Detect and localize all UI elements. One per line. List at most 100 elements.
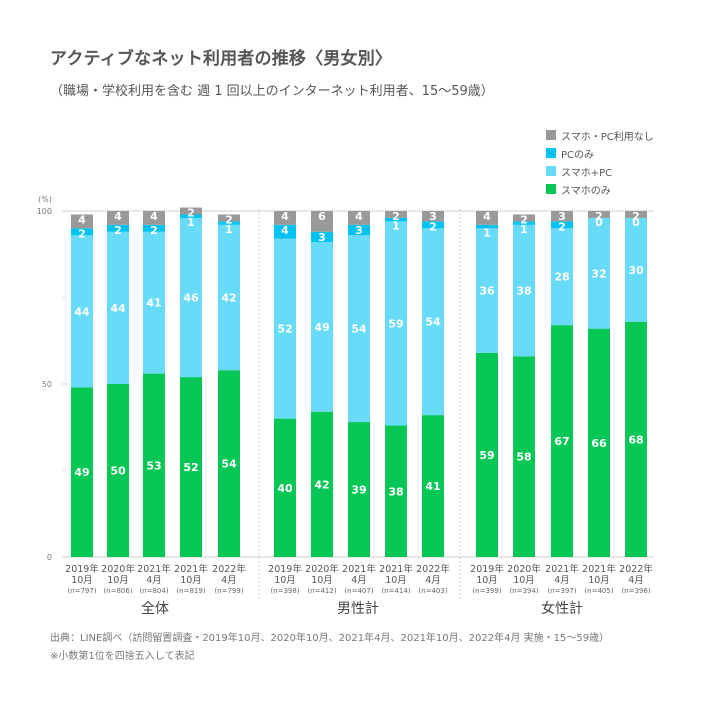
x-tick-label-sample-size: (n=819) (176, 587, 205, 595)
data-label-pc-only: 0 (595, 216, 603, 229)
x-tick-label-year: 2021年 (582, 563, 616, 575)
legend-item-none: スマホ・PC利用なし (546, 126, 654, 144)
data-label-smartphone-only: 41 (425, 480, 440, 493)
data-label-none: 4 (150, 210, 158, 223)
x-tick-label-month: 4月 (425, 575, 441, 586)
bar-segment-none (311, 211, 333, 232)
data-label-smartphone-pc: 59 (388, 317, 403, 330)
data-label-smartphone-only: 50 (110, 465, 126, 478)
data-label-smartphone-only: 59 (479, 449, 494, 462)
bar-segment-none (71, 214, 93, 229)
data-label-smartphone-only: 67 (554, 435, 569, 448)
data-label-none: 3 (429, 210, 437, 223)
data-label-none: 4 (78, 213, 86, 226)
rounding-note: ※小数第1位を四捨五入して表記 (50, 651, 195, 662)
data-label-smartphone-only: 42 (314, 478, 329, 491)
bar-segment-none (422, 211, 444, 222)
data-label-none: 6 (318, 210, 326, 223)
bar-segment-none (274, 211, 296, 225)
x-tick-label-year: 2022年 (619, 563, 653, 575)
y-tick-label: 50 (42, 380, 52, 389)
bar-segment-smartphone-only (71, 387, 93, 557)
data-label-smartphone-only: 68 (628, 433, 643, 446)
data-label-none: 4 (483, 210, 491, 223)
group-label: 女性計 (541, 600, 583, 617)
data-label-smartphone-pc: 44 (110, 302, 126, 315)
data-label-pc-only: 1 (225, 223, 233, 236)
x-tick-label-month: 10月 (274, 575, 296, 586)
x-tick-label-sample-size: (n=399) (472, 587, 501, 595)
data-label-smartphone-only: 40 (277, 482, 293, 495)
x-tick-label-month: 10月 (311, 575, 333, 586)
bar-segment-pc-only (385, 217, 407, 222)
data-label-smartphone-only: 52 (183, 461, 198, 474)
bar-segment-smartphone-only (311, 411, 333, 557)
bar-segment-pc-only (311, 231, 333, 243)
x-tick-label-year: 2019年 (268, 563, 302, 575)
bar-segment-smartphone-pc (551, 228, 573, 326)
x-tick-label-sample-size: (n=412) (307, 587, 336, 595)
x-tick-label-year: 2021年 (174, 563, 208, 575)
bar-segment-smartphone-pc (180, 217, 202, 378)
legend-swatch-smartphone-pc (546, 166, 556, 176)
x-tick-label-month: 10月 (588, 575, 610, 586)
x-tick-label-sample-size: (n=397) (547, 587, 576, 595)
x-tick-label-sample-size: (n=405) (584, 587, 613, 595)
x-tick-label-sample-size: (n=396) (621, 587, 650, 595)
legend-label-pc-only: PCのみ (561, 149, 595, 161)
data-label-smartphone-pc: 49 (314, 321, 329, 334)
bar-segment-none (180, 207, 202, 215)
source-note: 出典：LINE調べ（訪問留置調査・2019年10月、2020年10月、2021年… (50, 633, 610, 644)
bar-segment-smartphone-only (422, 415, 444, 557)
x-tick-label-sample-size: (n=407) (344, 587, 373, 595)
bar-segment-smartphone-pc (311, 242, 333, 412)
bar-segment-smartphone-pc (385, 221, 407, 426)
data-label-pc-only: 2 (114, 224, 122, 237)
bar-segment-smartphone-only (551, 325, 573, 557)
data-label-none: 4 (281, 210, 289, 223)
x-tick-label-month: 10月 (71, 575, 93, 586)
data-label-smartphone-pc: 44 (74, 305, 90, 318)
bar-segment-smartphone-pc (107, 231, 129, 384)
data-label-none: 4 (114, 210, 122, 223)
bar-segment-smartphone-only (513, 356, 535, 557)
x-tick-label-sample-size: (n=394) (509, 587, 538, 595)
legend-item-smartphone-pc: スマホ+PC (546, 162, 654, 180)
bar-segment-pc-only (422, 221, 444, 229)
chart-subtitle: （職場・学校利用を含む 週 1 回以上のインターネット利用者、15～59歳） (50, 84, 494, 99)
data-label-none: 2 (225, 213, 233, 226)
x-tick-label-year: 2019年 (470, 563, 504, 575)
x-tick-label-month: 4月 (146, 575, 162, 586)
y-axis-unit-label: (%) (38, 195, 52, 204)
x-tick-label-month: 4月 (221, 575, 237, 586)
data-label-smartphone-only: 39 (351, 484, 366, 497)
data-label-none: 2 (595, 210, 603, 223)
bar-segment-pc-only (143, 224, 165, 232)
data-label-smartphone-only: 66 (591, 437, 607, 450)
x-tick-label-sample-size: (n=797) (67, 587, 96, 595)
legend: スマホ・PC利用なし PCのみ スマホ+PC スマホのみ (546, 126, 654, 198)
bar-segment-none (513, 214, 535, 222)
bar-segment-none (143, 211, 165, 225)
x-tick-label-year: 2021年 (342, 563, 376, 575)
bar-segment-smartphone-pc (71, 235, 93, 388)
chart-title: アクティブなネット利用者の推移〈男女別〉 (50, 49, 393, 69)
x-tick-label-year: 2020年 (507, 563, 541, 575)
bar-segment-smartphone-pc (348, 235, 370, 423)
bar-segment-smartphone-only (143, 373, 165, 557)
bar-segment-none (551, 211, 573, 222)
bar-segment-none (476, 211, 498, 225)
bar-segment-smartphone-pc (143, 231, 165, 374)
x-tick-label-year: 2022年 (416, 563, 450, 575)
x-tick-label-month: 4月 (554, 575, 570, 586)
y-tick-label: 0 (47, 553, 52, 562)
y-tick-label: 100 (37, 207, 52, 216)
x-tick-label-year: 2019年 (65, 563, 99, 575)
data-label-pc-only: 2 (150, 224, 158, 237)
x-tick-label-month: 10月 (385, 575, 407, 586)
data-label-pc-only: 1 (483, 226, 491, 239)
data-label-pc-only: 1 (520, 223, 528, 236)
bar-segment-none (588, 211, 610, 218)
bar-segment-pc-only (180, 214, 202, 218)
bar-segment-none (107, 211, 129, 225)
